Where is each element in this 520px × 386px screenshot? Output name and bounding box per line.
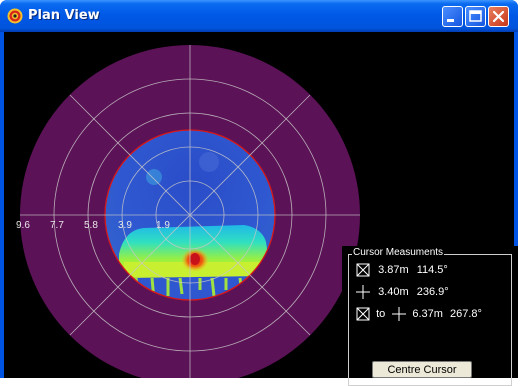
cursor1-row: 3.87m 114.5° [356, 263, 448, 277]
between-bearing: 267.8° [450, 308, 482, 320]
minimize-icon [447, 19, 454, 22]
close-icon [492, 10, 505, 23]
between-row: to 6.37m 267.8° [356, 307, 482, 321]
cross-cursor-icon [356, 285, 370, 299]
range-label: 1.9 [156, 220, 170, 231]
range-label: 7.7 [50, 220, 64, 231]
centre-cursor-button[interactable]: Centre Cursor [372, 361, 472, 378]
sonar-target-icon [7, 8, 23, 24]
window-border-right [514, 32, 518, 378]
window-border-left [0, 32, 4, 378]
cursor1-bearing: 114.5° [416, 264, 448, 276]
cursor2-range: 3.40m [378, 286, 409, 298]
close-button[interactable] [488, 6, 509, 27]
cursor2-bearing: 236.9° [416, 286, 449, 298]
maximize-icon [469, 10, 482, 22]
between-range: 6.37m [412, 308, 443, 320]
range-label: 5.8 [84, 220, 98, 231]
measurements-title: Cursor Measuments [352, 247, 445, 258]
range-labels: 9.6 7.7 5.8 3.9 1.9 [16, 220, 170, 231]
sonar-plot[interactable]: 9.6 7.7 5.8 3.9 1.9 [4, 32, 514, 378]
window-title: Plan View [28, 8, 100, 23]
box-cursor-icon [356, 307, 370, 321]
range-label: 3.9 [118, 220, 132, 231]
cursor1-range: 3.87m [378, 264, 409, 276]
bearing-lines [20, 45, 360, 378]
title-bar[interactable]: Plan View [0, 0, 518, 32]
to-label: to [376, 308, 386, 320]
box-cursor-icon [356, 263, 370, 277]
maximize-button[interactable] [465, 6, 486, 27]
cross-cursor-icon [392, 307, 407, 321]
cursor-measurements-panel: Cursor Measuments 3.87m 114.5° 3.40m 236… [342, 246, 518, 386]
range-label: 9.6 [16, 220, 30, 231]
cursor2-row: 3.40m 236.9° [356, 285, 449, 299]
minimize-button[interactable] [442, 6, 463, 27]
